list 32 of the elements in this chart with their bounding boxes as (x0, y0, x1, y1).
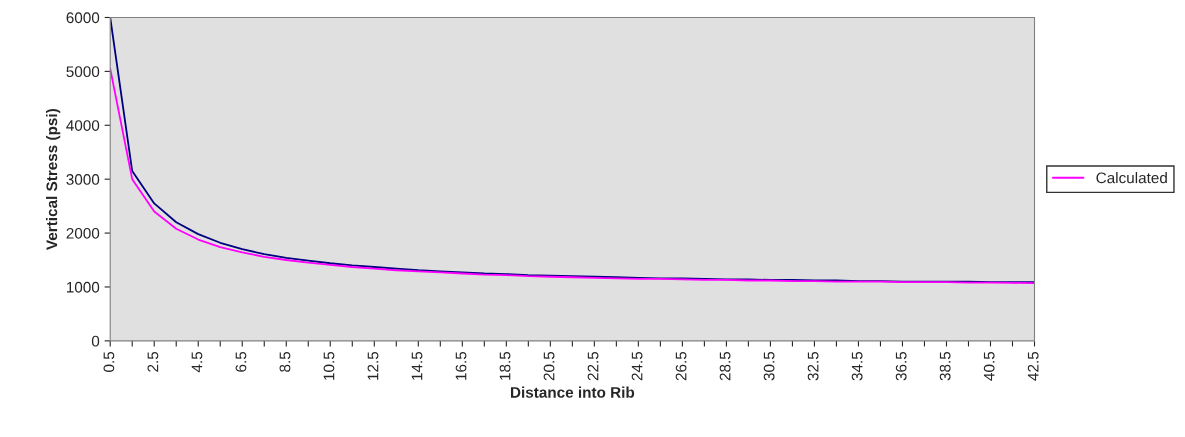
legend-label: Calculated (1096, 172, 1167, 184)
x-tick-label: 2.5 (147, 351, 159, 372)
y-tick-label: 6000 (66, 12, 100, 24)
y-tick-label: 3000 (66, 174, 100, 185)
x-tick-label: 26.5 (675, 351, 687, 381)
x-tick-label: 40.5 (983, 351, 995, 381)
y-tick-label: 0 (91, 335, 100, 347)
y-tick-label: 4000 (66, 120, 100, 131)
x-tick-label: 6.5 (235, 351, 247, 372)
x-tick-label: 10.5 (323, 351, 335, 380)
x-tick-label: 22.5 (587, 351, 599, 381)
x-tick-label: 4.5 (191, 351, 203, 373)
x-tick-label: 36.5 (895, 351, 907, 381)
y-axis-title: Vertical Stress (psi) (46, 109, 61, 250)
x-tick-label: 42.5 (1027, 351, 1039, 381)
x-tick-label: 34.5 (851, 351, 863, 381)
x-tick-label: 14.5 (411, 351, 423, 380)
y-tick-label: 1000 (66, 281, 100, 293)
x-axis-title: Distance into Rib (510, 386, 635, 398)
x-tick-label: 30.5 (763, 351, 775, 381)
y-tick-label: 2000 (66, 227, 100, 239)
x-tick-label: 18.5 (499, 351, 511, 380)
x-tick-label: 24.5 (631, 351, 643, 381)
x-tick-label: 20.5 (543, 351, 555, 381)
x-tick-label: 0.5 (103, 351, 115, 372)
x-tick-label: 12.5 (367, 351, 379, 380)
x-tick-label: 28.5 (719, 351, 731, 381)
x-tick-label: 32.5 (807, 351, 819, 381)
x-tick-label: 38.5 (939, 351, 951, 381)
x-tick-label: 8.5 (279, 351, 291, 372)
y-tick-label: 5000 (66, 66, 100, 78)
x-tick-label: 16.5 (455, 351, 467, 380)
